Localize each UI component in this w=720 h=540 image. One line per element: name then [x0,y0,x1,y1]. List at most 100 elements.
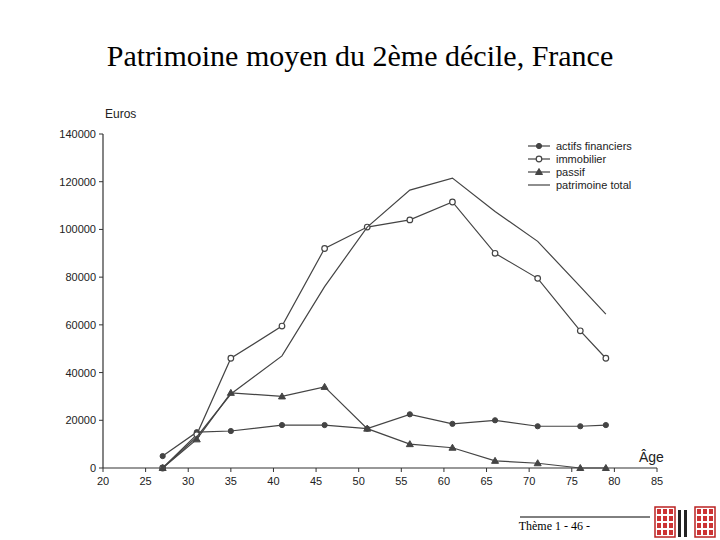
point [603,422,608,427]
logo-window [697,530,701,535]
logo-window [657,530,661,535]
point [577,328,583,334]
logo-window [669,523,673,528]
point [450,199,456,205]
logo-window [697,509,701,514]
legend: actifs financiersimmobilierpassifpatrimo… [528,140,632,191]
logo-window [703,509,707,514]
series-line [163,202,606,468]
y-tick-label: 20000 [65,414,96,426]
plot-area [159,178,609,471]
point [160,453,165,458]
legend-marker [536,169,543,175]
point [407,217,413,223]
point [450,421,455,426]
logo-window [697,523,701,528]
point [492,250,498,256]
x-tick-label: 35 [225,475,237,487]
point [279,323,285,329]
logo-window [703,516,707,521]
x-tick-label: 30 [182,475,194,487]
point [279,422,284,427]
logo-window [669,530,673,535]
logo-window [663,516,667,521]
logo-window [669,509,673,514]
point [449,444,456,450]
point [492,457,499,463]
point [602,465,609,471]
logo-window [709,530,713,535]
y-tick-label: 100000 [59,223,96,235]
y-tick-label: 120000 [59,176,96,188]
point [578,424,583,429]
x-tick-label: 20 [97,475,109,487]
logo-window [657,523,661,528]
x-tick-label: 65 [480,475,492,487]
series-line [163,387,606,468]
x-axis-label: Âge [639,449,664,465]
point [406,441,413,447]
logo-window [669,516,673,521]
logo-block [655,507,675,537]
point [492,418,497,423]
logo-window [663,530,667,535]
y-axis [102,134,103,468]
legend-label: passif [556,166,586,178]
x-tick-label: 60 [438,475,450,487]
point [534,460,541,466]
x-tick-label: 50 [353,475,365,487]
point [535,424,540,429]
point [535,276,541,282]
point [321,383,328,389]
annotation: Thème 1 - 46 - [519,519,590,533]
slide: Patrimoine moyen du 2ème décile, France E… [0,0,720,540]
y-axis-label: Euros [105,107,136,121]
logo-window [709,523,713,528]
legend-label: patrimoine total [556,179,631,191]
point [322,422,327,427]
point [407,412,412,417]
logo-window [703,523,707,528]
point [322,246,328,252]
point [278,393,285,399]
logo-block [695,507,715,537]
chart: Patrimoine moyen du 2ème décile, France E… [0,0,720,540]
legend-line [528,184,550,185]
point [364,425,371,431]
logo [655,507,715,537]
y-tick-label: 40000 [65,367,96,379]
logo-window [663,523,667,528]
x-tick-label: 85 [651,475,663,487]
logo-window [697,516,701,521]
legend-label: actifs financiers [556,140,632,152]
x-tick-label: 80 [608,475,620,487]
y-tick-label: 140000 [59,128,96,140]
point [577,465,584,471]
logo-window [709,516,713,521]
x-tick-label: 40 [267,475,279,487]
y-tick-label: 80000 [65,271,96,283]
legend-marker [536,156,542,162]
logo-window [703,530,707,535]
x-tick-label: 55 [395,475,407,487]
x-tick-label: 70 [523,475,535,487]
logo-window [657,516,661,521]
y-tick-label: 60000 [65,319,96,331]
x-tick-label: 25 [139,475,151,487]
point [603,355,609,361]
title: Patrimoine moyen du 2ème décile, France [107,39,614,72]
x-tick-label: 45 [310,475,322,487]
logo-window [663,509,667,514]
logo-pillar [678,510,681,537]
point [228,428,233,433]
footer-rule [520,517,650,518]
logo-window [657,509,661,514]
y-tick-label: 0 [90,462,96,474]
legend-marker [536,143,541,148]
point [228,355,234,361]
logo-pillar [684,510,687,537]
logo-window [709,509,713,514]
x-tick-label: 75 [566,475,578,487]
series-line [163,178,606,468]
legend-label: immobilier [556,153,606,165]
